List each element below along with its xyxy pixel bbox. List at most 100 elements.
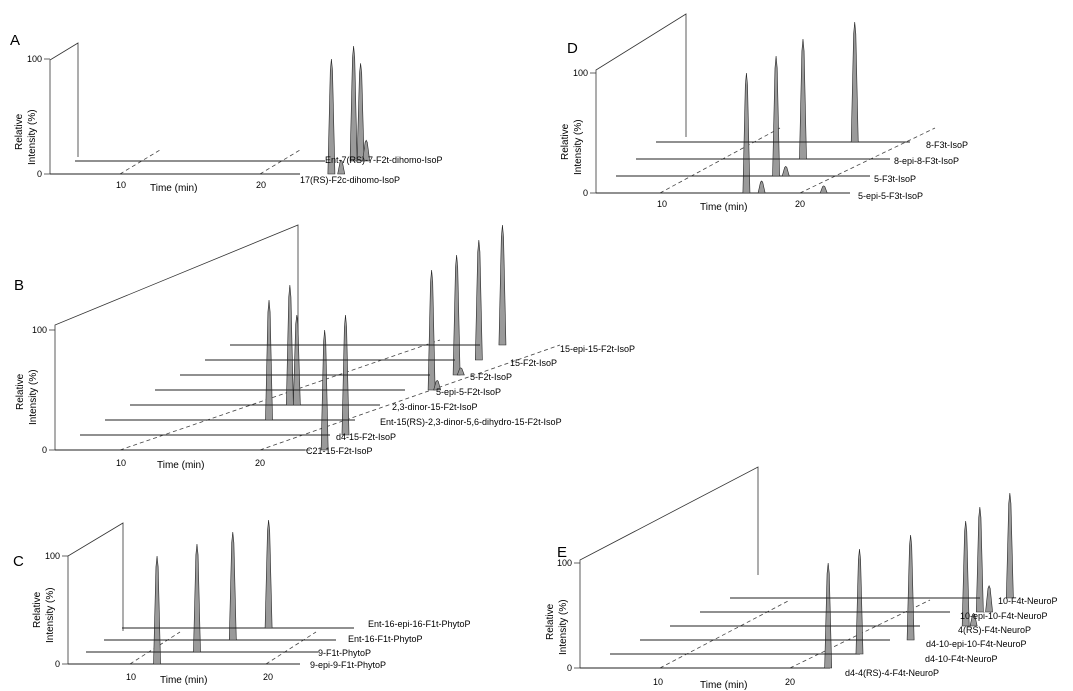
panel-c-traces bbox=[68, 519, 354, 665]
panel-e-series-label-0: d4-4(RS)-4-F4t-NeuroP bbox=[845, 668, 939, 678]
panel-a-gridline-10 bbox=[119, 149, 161, 175]
panel-a-y0: 0 bbox=[37, 169, 42, 179]
panel-e: E 100 0 10 20 Time (min) Relative Intens… bbox=[545, 466, 1058, 691]
panel-c-ylabel-2: Intensity (%) bbox=[45, 587, 56, 643]
panel-e-series-label-4: 10-epi-10-F4t-NeuroP bbox=[960, 611, 1048, 621]
panel-e-letter: E bbox=[557, 544, 567, 561]
panel-b-back-wall bbox=[54, 224, 299, 450]
panel-e-traces bbox=[580, 492, 1014, 669]
series-b-5 bbox=[180, 254, 465, 376]
panel-c-ylabel-1: Relative bbox=[32, 591, 43, 628]
panel-d-x20: 20 bbox=[795, 199, 805, 209]
panel-d-xlabel: Time (min) bbox=[700, 202, 747, 213]
panel-e-series-label-1: d4-10-F4t-NeuroP bbox=[925, 654, 998, 664]
panel-c-x10: 10 bbox=[126, 672, 136, 682]
peak-e-1-0 bbox=[855, 548, 864, 655]
series-e-2 bbox=[640, 534, 915, 641]
panel-a-x20: 20 bbox=[256, 180, 266, 190]
series-d-2 bbox=[636, 38, 890, 160]
peak-a-1-2 bbox=[362, 139, 371, 162]
panel-b-x10: 10 bbox=[116, 458, 126, 468]
panel-a-back-wall bbox=[49, 42, 79, 174]
peak-c-3-0 bbox=[264, 519, 273, 629]
panel-e-series-label-3: 4(RS)-F4t-NeuroP bbox=[958, 625, 1031, 635]
peak-b-4-0 bbox=[427, 269, 436, 391]
panel-e-series-label-5: 10-F4t-NeuroP bbox=[998, 596, 1058, 606]
peak-b-7-0 bbox=[498, 224, 507, 346]
peak-a-0-0 bbox=[327, 58, 336, 175]
peak-d-0-0 bbox=[742, 72, 751, 194]
series-e-4 bbox=[700, 506, 993, 613]
panel-d-series-label-0: 5-epi-5-F3t-IsoP bbox=[858, 191, 923, 201]
panel-d-letter: D bbox=[567, 40, 578, 57]
panel-a-letter: A bbox=[10, 32, 20, 49]
panel-b-ylabel-1: Relative bbox=[15, 373, 26, 410]
series-a-1 bbox=[75, 45, 371, 162]
peak-b-4-1 bbox=[433, 380, 442, 391]
panel-a-xlabel: Time (min) bbox=[150, 183, 197, 194]
panel-b-ylabel-2: Intensity (%) bbox=[28, 369, 39, 425]
panel-d-series-label-2: 8-epi-8-F3t-IsoP bbox=[894, 156, 959, 166]
panel-e-x10: 10 bbox=[653, 677, 663, 687]
panel-b-series-label-5: 5-F2t-IsoP bbox=[470, 372, 512, 382]
series-e-0 bbox=[580, 562, 832, 669]
series-c-1 bbox=[86, 543, 318, 653]
peak-e-3-0 bbox=[961, 520, 970, 627]
peak-e-0-0 bbox=[824, 562, 832, 669]
peak-e-4-0 bbox=[976, 506, 984, 613]
series-c-0 bbox=[68, 555, 300, 665]
panel-e-ylabel-2: Intensity (%) bbox=[558, 599, 569, 655]
series-e-3 bbox=[670, 520, 978, 627]
series-c-2 bbox=[104, 531, 336, 641]
series-b-6 bbox=[205, 239, 483, 361]
panel-c-y0: 0 bbox=[55, 659, 60, 669]
peak-b-6-0 bbox=[475, 239, 483, 361]
panel-e-y0: 0 bbox=[567, 663, 572, 673]
panel-e-back-wall bbox=[579, 466, 759, 668]
panel-e-x20: 20 bbox=[785, 677, 795, 687]
panel-d-back-wall bbox=[595, 13, 687, 193]
peak-c-0-0 bbox=[153, 555, 161, 665]
panel-b-series-label-0: C21-15-F2t-IsoP bbox=[306, 446, 373, 456]
series-e-5 bbox=[730, 492, 1014, 599]
panel-d: D 100 0 10 20 Time (min) Relative Intens… bbox=[560, 13, 968, 213]
panel-e-gridline-10 bbox=[659, 599, 791, 669]
panel-b-y100: 100 bbox=[32, 325, 47, 335]
panel-b-x20: 20 bbox=[255, 458, 265, 468]
panel-a-y100: 100 bbox=[27, 54, 42, 64]
panel-d-gridline-10 bbox=[659, 127, 781, 194]
peak-c-1-0 bbox=[193, 543, 201, 653]
panel-b-gridline-10 bbox=[119, 339, 441, 451]
panel-d-ylabel-1: Relative bbox=[560, 123, 571, 160]
panel-b-y0: 0 bbox=[42, 445, 47, 455]
series-d-3 bbox=[656, 21, 910, 143]
panel-c-y-ticks bbox=[62, 555, 68, 665]
peak-e-2-0 bbox=[906, 534, 915, 641]
panel-e-series-label-2: d4-10-epi-10-F4t-NeuroP bbox=[926, 639, 1027, 649]
panel-a-ylabel-2: Intensity (%) bbox=[27, 109, 38, 165]
panel-d-gridline-20 bbox=[799, 127, 936, 194]
panel-a-y-ticks bbox=[44, 58, 50, 175]
panel-c-series-label-3: Ent-16-epi-16-F1t-PhytoP bbox=[368, 619, 471, 629]
panel-b-series-label-7: 15-epi-15-F2t-IsoP bbox=[560, 344, 635, 354]
peak-a-1-1 bbox=[356, 63, 365, 162]
series-d-0 bbox=[596, 72, 850, 194]
panel-b-series-label-6: 15-F2t-IsoP bbox=[510, 358, 557, 368]
peak-d-3-0 bbox=[850, 21, 859, 143]
panel-b-series-label-4: 5-epi-5-F2t-IsoP bbox=[436, 387, 501, 397]
panel-d-y100: 100 bbox=[573, 68, 588, 78]
panel-a: A 100 0 10 20 Time (min) Relative Intens… bbox=[10, 32, 443, 194]
panel-a-series-label-0: 17(RS)-F2c-dihomo-IsoP bbox=[300, 175, 400, 185]
peak-e-5-0 bbox=[1006, 492, 1014, 599]
peak-e-4-1 bbox=[985, 584, 993, 613]
peak-d-1-1 bbox=[781, 166, 790, 177]
peak-a-0-1 bbox=[337, 159, 346, 175]
panel-b-xlabel: Time (min) bbox=[157, 460, 204, 471]
panel-b-y-ticks bbox=[49, 329, 55, 451]
panel-d-x10: 10 bbox=[657, 199, 667, 209]
panel-a-ylabel-1: Relative bbox=[14, 113, 25, 150]
panel-e-xlabel: Time (min) bbox=[700, 680, 747, 691]
panel-b-traces bbox=[55, 224, 507, 451]
panel-d-ylabel-2: Intensity (%) bbox=[573, 119, 584, 175]
panel-a-gridline-20 bbox=[259, 149, 301, 175]
